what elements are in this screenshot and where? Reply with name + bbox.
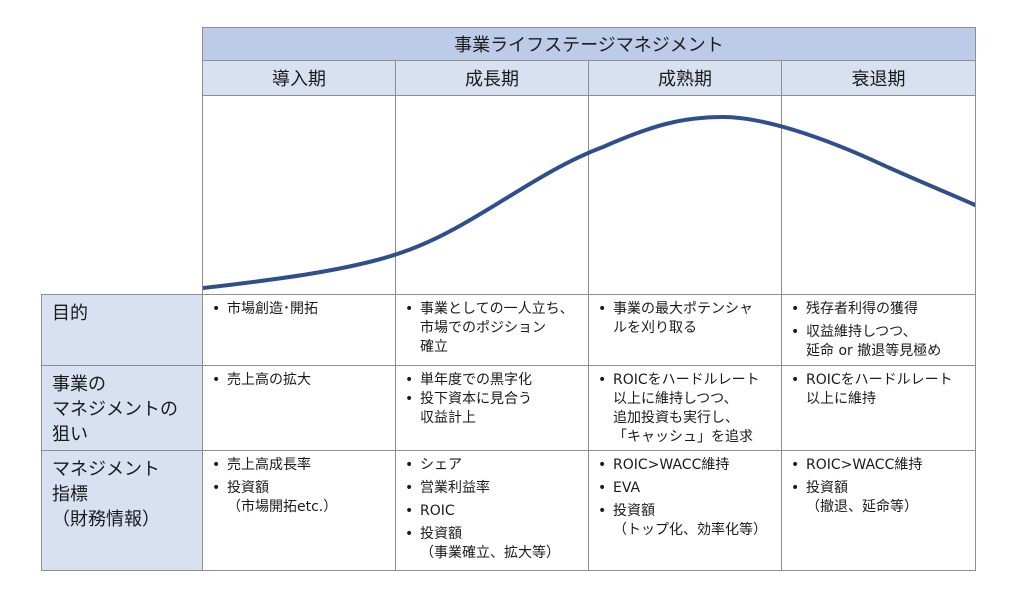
cell-aim-maturity: ROICをハードルレート 以上に維持しつつ、 追加投資も実行し、 「キャッシュ」… — [588, 365, 782, 451]
item-line: 営業利益率 — [420, 480, 490, 496]
list-item: 投資額 （市場開拓etc.） — [209, 479, 389, 517]
cell-purpose-decline: 残存者利得の獲得 収益維持しつつ、 延命 or 撤退等見極め — [781, 294, 976, 366]
item-line: 売上高の拡大 — [227, 372, 311, 388]
list-item: 事業の最大ポテンシャ ルを刈り取る — [595, 300, 775, 338]
row-label-line: 事業の — [52, 374, 106, 395]
list-item: 営業利益率 — [402, 479, 582, 498]
cell-aim-growth: 単年度での黒字化 投下資本に見合う 収益計上 — [395, 365, 589, 451]
row-label-line: 狙い — [52, 424, 88, 445]
cell-purpose-growth: 事業としての一人立ち、 市場でのポジション 確立 — [395, 294, 589, 366]
list-item: 事業としての一人立ち、 市場でのポジション 確立 — [402, 300, 582, 357]
item-line: 収益計上 — [420, 410, 476, 426]
item-line: 確立 — [420, 339, 448, 355]
item-line: シェア — [420, 457, 462, 473]
item-line: 以上に維持しつつ、 — [613, 391, 738, 407]
row-label-line: マネジメントの — [52, 399, 178, 420]
item-line: 投資額 — [420, 526, 462, 542]
title-text: 事業ライフステージマネジメント — [454, 35, 724, 56]
list-item: 単年度での黒字化 — [402, 371, 582, 390]
cell-purpose-introduction: 市場創造･開拓 — [202, 294, 396, 366]
list-item: EVA — [595, 479, 775, 498]
item-line: （市場開拓etc.） — [227, 499, 338, 515]
item-line: 市場創造･開拓 — [227, 301, 318, 317]
stage-label: 導入期 — [272, 69, 326, 90]
row-label-purpose: 目的 — [41, 294, 203, 366]
row-label-line: マネジメント — [52, 459, 160, 480]
stage-label: 成熟期 — [658, 69, 712, 90]
list-item: 投資額 （撤退、延命等） — [788, 479, 969, 517]
list-item: ROIC>WACC維持 — [788, 456, 969, 475]
row-label-line: 目的 — [52, 303, 88, 324]
item-line: 投資額 — [227, 480, 269, 496]
stage-label: 衰退期 — [851, 69, 906, 90]
item-line: 単年度での黒字化 — [420, 372, 532, 388]
item-line: 残存者利得の獲得 — [806, 301, 918, 317]
item-line: EVA — [613, 480, 641, 496]
item-line: ROIC — [420, 503, 455, 519]
stage-header-introduction: 導入期 — [202, 60, 396, 96]
cell-indicators-introduction: 売上高成長率 投資額 （市場開拓etc.） — [202, 450, 396, 571]
cell-purpose-maturity: 事業の最大ポテンシャ ルを刈り取る — [588, 294, 782, 366]
item-line: 売上高成長率 — [227, 457, 311, 473]
cell-indicators-maturity: ROIC>WACC維持 EVA 投資額 （トップ化、効率化等） — [588, 450, 782, 571]
list-item: 投下資本に見合う 収益計上 — [402, 390, 582, 428]
item-line: 投資額 — [613, 503, 655, 519]
list-item: 投資額 （事業確立、拡大等） — [402, 525, 582, 563]
item-line: 事業としての一人立ち、 — [420, 301, 574, 317]
list-item: ROICをハードルレート 以上に維持しつつ、 追加投資も実行し、 「キャッシュ」… — [595, 371, 775, 447]
list-item: 残存者利得の獲得 — [788, 300, 969, 319]
item-line: ROIC>WACC維持 — [613, 457, 730, 473]
stage-header-decline: 衰退期 — [781, 60, 976, 96]
item-line: ルを刈り取る — [613, 320, 697, 336]
item-line: ROICをハードルレート — [806, 372, 953, 388]
item-line: 「キャッシュ」を追求 — [613, 429, 753, 445]
stage-label: 成長期 — [465, 69, 519, 90]
item-line: 投下資本に見合う — [420, 391, 532, 407]
stage-header-maturity: 成熟期 — [588, 60, 782, 96]
list-item: ROICをハードルレート 以上に維持 — [788, 371, 969, 409]
item-line: （事業確立、拡大等） — [420, 545, 560, 561]
list-item: ROIC — [402, 502, 582, 521]
lifecycle-curve — [203, 114, 975, 290]
list-item: 売上高成長率 — [209, 456, 389, 475]
stage-header-growth: 成長期 — [395, 60, 589, 96]
item-line: 市場でのポジション — [420, 320, 546, 336]
item-line: ROIC>WACC維持 — [806, 457, 923, 473]
item-line: （撤退、延命等） — [806, 499, 918, 515]
list-item: シェア — [402, 456, 582, 475]
item-line: 収益維持しつつ、 — [806, 324, 917, 340]
item-line: 事業の最大ポテンシャ — [613, 301, 753, 317]
lifecycle-curve-line — [203, 114, 975, 290]
item-line: 以上に維持 — [806, 391, 876, 407]
list-item: 収益維持しつつ、 延命 or 撤退等見極め — [788, 323, 969, 361]
list-item: ROIC>WACC維持 — [595, 456, 775, 475]
list-item: 投資額 （トップ化、効率化等） — [595, 502, 775, 540]
row-label-line: （財務情報） — [52, 509, 160, 530]
list-item: 市場創造･開拓 — [209, 300, 389, 319]
list-item: 売上高の拡大 — [209, 371, 389, 390]
item-line: 投資額 — [806, 480, 848, 496]
cell-aim-decline: ROICをハードルレート 以上に維持 — [781, 365, 976, 451]
item-line: 延命 or 撤退等見極め — [806, 343, 942, 359]
row-label-management-indicators: マネジメント 指標 （財務情報） — [41, 450, 203, 571]
item-line: （トップ化、効率化等） — [613, 522, 767, 538]
item-line: ROICをハードルレート — [613, 372, 760, 388]
item-line: 追加投資も実行し、 — [613, 410, 739, 426]
cell-indicators-decline: ROIC>WACC維持 投資額 （撤退、延命等） — [781, 450, 976, 571]
row-label-line: 指標 — [52, 484, 88, 505]
cell-aim-introduction: 売上高の拡大 — [202, 365, 396, 451]
title-header: 事業ライフステージマネジメント — [202, 27, 976, 61]
cell-indicators-growth: シェア 営業利益率 ROIC 投資額 （事業確立、拡大等） — [395, 450, 589, 571]
row-label-management-aim: 事業の マネジメントの 狙い — [41, 365, 203, 451]
